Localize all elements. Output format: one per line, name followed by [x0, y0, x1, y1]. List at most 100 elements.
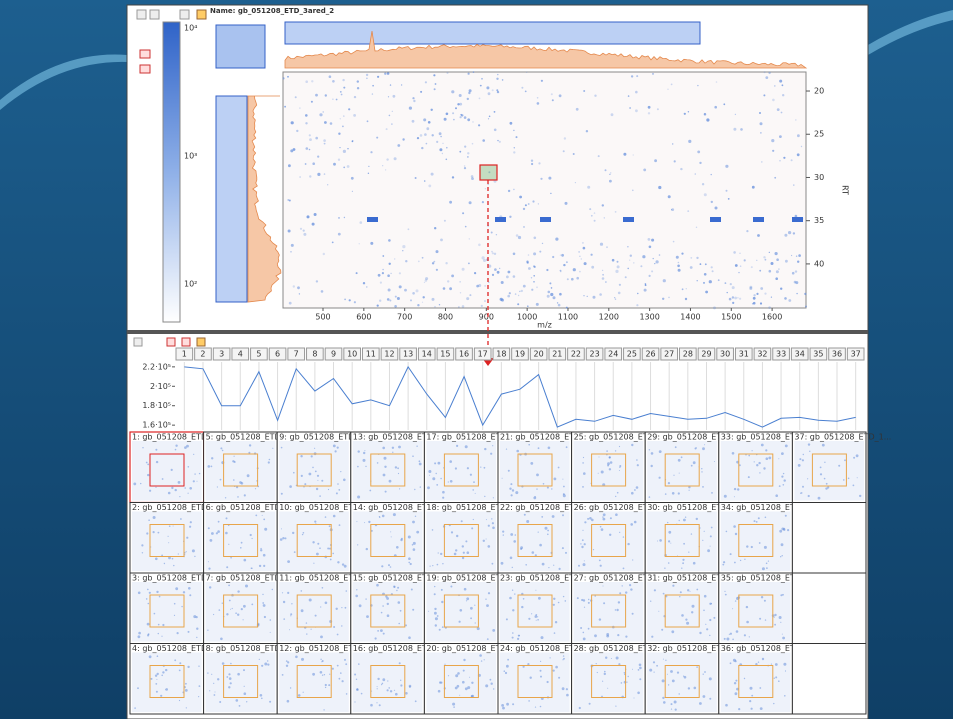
dot: [671, 630, 674, 633]
dot: [515, 534, 517, 536]
dot: [196, 628, 198, 630]
heatmap: [283, 72, 806, 308]
signal-dot: [533, 265, 535, 267]
dot: [162, 478, 164, 480]
dot: [517, 638, 519, 640]
signal-dot: [305, 80, 308, 83]
signal-dot: [390, 84, 391, 85]
dot: [342, 563, 344, 565]
dot: [413, 548, 416, 551]
signal-dot: [397, 297, 400, 300]
signal-dot: [497, 91, 499, 93]
tool-button[interactable]: [150, 10, 159, 19]
dot: [341, 607, 342, 608]
dot: [615, 496, 616, 497]
dot: [328, 684, 330, 686]
column-label: 1: [182, 350, 187, 359]
dot: [164, 563, 165, 564]
dot: [501, 562, 504, 565]
signal-dot: [571, 278, 574, 281]
signal-dot: [324, 143, 326, 145]
dot: [333, 445, 336, 448]
tool-button[interactable]: [140, 50, 150, 58]
dot: [198, 696, 199, 697]
signal-dot: [459, 151, 461, 153]
dot: [290, 687, 291, 688]
dot: [766, 457, 769, 460]
dot: [512, 567, 513, 568]
signal-dot: [515, 293, 517, 295]
dot: [207, 630, 208, 631]
tool-button[interactable]: [167, 338, 175, 346]
signal-dot: [469, 201, 472, 204]
dot: [438, 552, 439, 553]
column-label: 17: [478, 350, 488, 359]
dot: [158, 633, 159, 634]
intensity-label: 10²: [184, 280, 197, 289]
signal-dot: [576, 108, 579, 111]
splitter[interactable]: [127, 330, 868, 334]
dot: [161, 675, 163, 677]
tool-button[interactable]: [197, 10, 206, 19]
dot: [537, 616, 538, 617]
dot: [765, 619, 766, 620]
y-tick-label: 2·10⁵: [150, 382, 171, 391]
dot: [175, 445, 177, 447]
dot: [292, 532, 294, 534]
tool-button[interactable]: [180, 10, 189, 19]
dot: [179, 700, 180, 701]
dot: [579, 707, 581, 709]
dot: [683, 543, 685, 545]
signal-dot: [434, 306, 435, 307]
dot: [471, 527, 473, 529]
signal-dot: [405, 260, 407, 262]
dot: [315, 615, 317, 617]
dot: [283, 601, 285, 603]
dot: [333, 626, 335, 628]
tool-button[interactable]: [134, 338, 142, 346]
dot: [540, 676, 542, 678]
signal-dot: [288, 199, 289, 200]
dot: [413, 542, 416, 545]
dot: [703, 610, 705, 612]
thumbnail-label: 37: gb_051208_ETD_1...: [794, 433, 891, 442]
tool-button[interactable]: [137, 10, 146, 19]
signal-dot: [768, 72, 770, 74]
dot: [270, 619, 272, 621]
signal-dot: [434, 227, 436, 229]
signal-dot: [746, 230, 748, 232]
dot: [286, 665, 288, 667]
signal-dot: [558, 304, 561, 307]
tool-button[interactable]: [197, 338, 205, 346]
dot: [771, 664, 772, 665]
thumbnail-plot: [132, 512, 202, 572]
signal-dot: [635, 91, 638, 94]
dot: [141, 544, 143, 546]
dot: [599, 618, 601, 620]
dot: [282, 592, 283, 593]
signal-dot: [537, 97, 539, 99]
signal-dot: [782, 84, 784, 86]
signal-dot: [442, 143, 443, 144]
dot: [559, 568, 561, 570]
overview[interactable]: [216, 25, 265, 68]
dot: [587, 518, 589, 520]
dot: [670, 543, 671, 544]
dot: [678, 459, 681, 462]
dot: [435, 617, 438, 620]
dot: [623, 568, 625, 570]
dot: [171, 469, 173, 471]
signal-dot: [791, 159, 793, 161]
dot: [630, 588, 632, 590]
signal-band: [495, 217, 506, 222]
signal-dot: [497, 74, 498, 75]
signal-dot: [366, 286, 367, 287]
dot: [412, 455, 414, 457]
dot: [147, 634, 149, 636]
tool-button[interactable]: [140, 65, 150, 73]
dot: [691, 533, 692, 534]
dot: [216, 532, 218, 534]
tool-button[interactable]: [182, 338, 190, 346]
signal-dot: [377, 76, 379, 78]
dot: [306, 622, 307, 623]
